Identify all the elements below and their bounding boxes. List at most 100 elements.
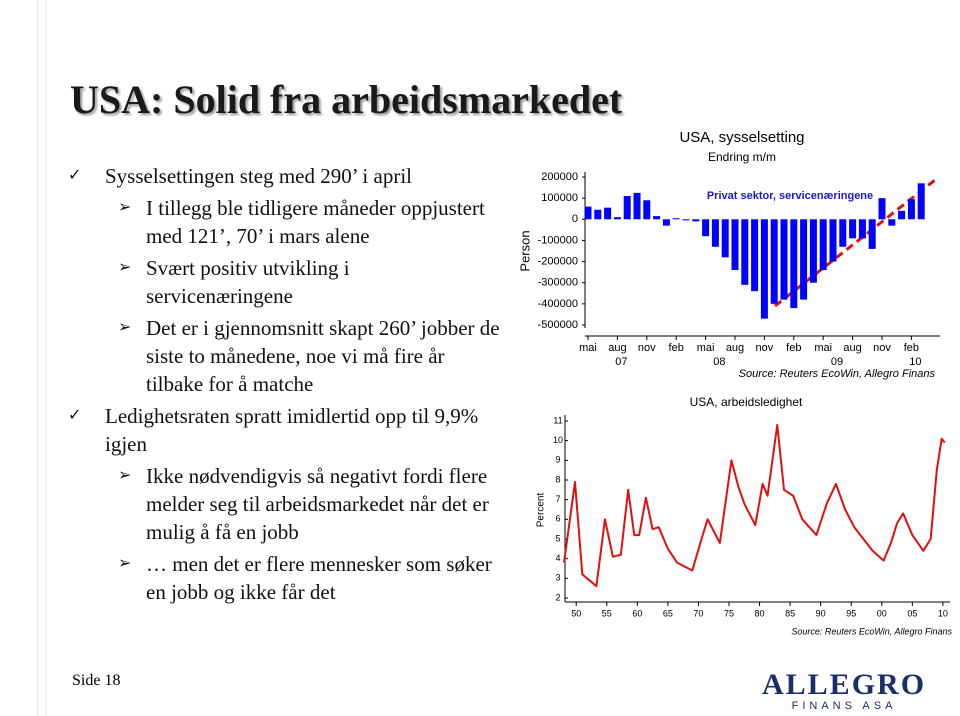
x-tick-label: feb (904, 342, 919, 354)
bullet: Ledighetsraten spratt imidlertid opp til… (68, 402, 500, 458)
bar (898, 210, 906, 220)
bar (604, 207, 612, 220)
x-tick-label: 60 (632, 608, 642, 618)
x-tick-label: 80 (755, 608, 765, 618)
x-tick-label: aug (608, 342, 626, 354)
year-label: 08 (713, 356, 725, 368)
bar (800, 219, 808, 300)
y-tick-label: 6 (555, 514, 560, 524)
x-tick-label: nov (756, 342, 774, 354)
x-tick-label: 70 (693, 608, 703, 618)
x-tick-label: 00 (877, 608, 887, 618)
y-tick-label: 7 (555, 494, 560, 504)
y-tick-label: 100000 (541, 192, 578, 204)
year-label: 07 (615, 356, 627, 368)
x-tick-label: 55 (602, 608, 612, 618)
bar (819, 219, 827, 271)
bar (829, 219, 837, 262)
y-tick-label: 9 (555, 455, 560, 465)
year-label: 10 (909, 356, 921, 368)
bar (711, 219, 719, 247)
x-tick-label: aug (843, 342, 861, 354)
bar (721, 219, 729, 258)
x-tick-label: 50 (571, 608, 581, 618)
x-tick-label: mai (697, 342, 715, 354)
y-tick-label: -100000 (538, 234, 578, 246)
bullet: Det er i gjennomsnitt skapt 260’ jobber … (118, 314, 500, 398)
y-tick-label: 8 (555, 474, 560, 484)
y-axis-label: Person (517, 230, 532, 271)
y-tick-label: 5 (555, 533, 560, 543)
y-tick-label: 200000 (541, 171, 578, 183)
x-tick-label: 90 (816, 608, 826, 618)
x-tick-label: feb (786, 342, 801, 354)
x-tick-label: 85 (785, 608, 795, 618)
bar (741, 219, 749, 285)
bullet: … men det er flere mennesker som søker e… (118, 550, 500, 606)
y-tick-label: 2 (555, 592, 560, 602)
bar (878, 198, 886, 220)
bar (751, 219, 759, 292)
slide-title: USA: Solid fra arbeidsmarkedet (70, 77, 623, 122)
y-tick-label: 4 (555, 553, 560, 563)
bar (653, 216, 661, 220)
bar (623, 196, 631, 220)
bar (682, 219, 690, 221)
bar (868, 219, 876, 249)
bar (613, 217, 621, 220)
y-tick-label: -200000 (538, 255, 578, 267)
bar (584, 206, 592, 220)
logo: ALLEGRO FINANS ASA (762, 668, 927, 713)
x-tick-label: nov (873, 342, 891, 354)
bullet-list: Sysselsettingen steg med 290’ i april I t… (0, 158, 500, 606)
x-tick-label: feb (669, 342, 684, 354)
bar (662, 219, 670, 226)
source: Source: Reuters EcoWin, Allegro Finans (739, 368, 936, 380)
y-tick-label: -400000 (538, 298, 578, 310)
y-axis-label: Percent (536, 493, 547, 528)
page-number: Side 18 (72, 672, 121, 689)
bar (858, 219, 866, 239)
bar (702, 219, 710, 237)
x-tick-label: nov (638, 342, 656, 354)
bar (907, 199, 915, 220)
x-tick-label: 95 (846, 608, 856, 618)
chart-subtitle: Endring m/m (708, 150, 776, 164)
x-tick-label: mai (814, 342, 832, 354)
bar (643, 200, 651, 220)
y-tick-label: -500000 (538, 319, 578, 331)
x-tick-label: 75 (724, 608, 734, 618)
bar (770, 219, 778, 304)
bullet: Ikke nødvendigvis så negativt fordi fler… (118, 462, 500, 546)
x-tick-label: 65 (663, 608, 673, 618)
x-tick-label: aug (726, 342, 744, 354)
bar (780, 219, 788, 300)
bar (809, 219, 817, 283)
bar (790, 219, 798, 309)
y-tick-label: -300000 (538, 277, 578, 289)
x-tick-label: mai (579, 342, 597, 354)
y-tick-label: 0 (572, 213, 578, 225)
bar (731, 219, 739, 271)
bar (594, 209, 602, 220)
y-tick-label: 3 (555, 573, 560, 583)
x-tick-label: 05 (907, 608, 917, 618)
line (563, 423, 946, 588)
bullet: I tillegg ble tidligere måneder oppjuste… (118, 194, 500, 250)
year-label: 09 (831, 356, 843, 368)
y-tick-label: 10 (553, 435, 563, 445)
chart-title: USA, sysselsetting (679, 129, 804, 146)
bar (849, 219, 857, 239)
logo-sub: FINANS ASA (791, 700, 897, 712)
y-tick-label: 11 (553, 415, 562, 425)
bar (692, 219, 700, 222)
bar (839, 219, 847, 247)
bullet: Svært positiv utvikling i servicenæringe… (118, 254, 500, 310)
source: Source: Reuters EcoWin, Allegro Finans (791, 626, 952, 636)
bar (888, 219, 896, 226)
x-tick-label: 10 (938, 608, 948, 618)
chart-title: USA, arbeidsledighet (690, 395, 803, 409)
logo-name: ALLEGRO (762, 668, 927, 701)
